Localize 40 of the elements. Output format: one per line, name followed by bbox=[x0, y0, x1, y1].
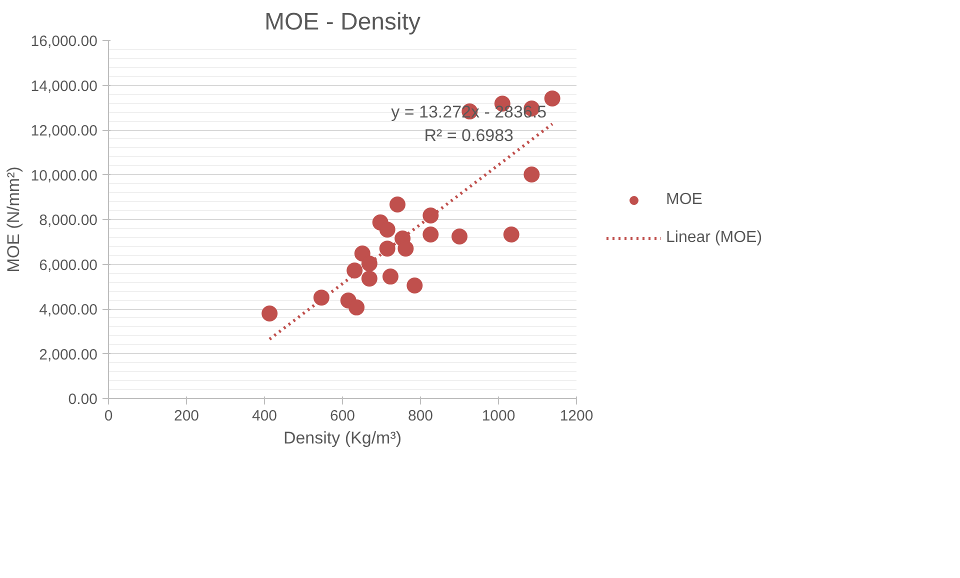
point bbox=[379, 222, 396, 238]
x-axis-title: Density (Kg/m³) bbox=[283, 428, 402, 448]
x-tick-label: 600 bbox=[330, 408, 356, 424]
y-tick-label: 6,000.00 bbox=[39, 256, 98, 274]
point bbox=[361, 256, 378, 272]
point bbox=[503, 226, 520, 242]
y-tick-label: 16,000.00 bbox=[30, 33, 98, 50]
y-tick-label: 0.00 bbox=[68, 391, 98, 408]
point bbox=[346, 262, 363, 278]
x-tick-label: 0 bbox=[104, 408, 113, 424]
x-tick-label: 200 bbox=[174, 408, 200, 424]
point bbox=[452, 228, 468, 244]
chart-title: MOE - Density bbox=[264, 8, 421, 36]
legend-label: Linear (MOE) bbox=[666, 229, 762, 247]
y-axis-title: MOE (N/mm²) bbox=[4, 166, 23, 272]
y-tick-label: 14,000.00 bbox=[30, 78, 98, 95]
point bbox=[422, 226, 439, 242]
y-tick-label: 12,000.00 bbox=[30, 122, 98, 140]
x-tick-label: 1200 bbox=[560, 408, 594, 424]
point bbox=[382, 268, 398, 285]
y-tick-label: 4,000.00 bbox=[39, 302, 98, 318]
point bbox=[389, 196, 406, 212]
point bbox=[348, 299, 365, 316]
legend-label: MOE bbox=[666, 191, 702, 209]
y-tick-label: 10,000.00 bbox=[30, 167, 98, 184]
x-tick-label: 1000 bbox=[482, 408, 516, 424]
point bbox=[524, 166, 540, 183]
annotation: R² = 0.6983 bbox=[424, 126, 514, 145]
point bbox=[361, 270, 378, 287]
x-tick-label: 400 bbox=[252, 408, 278, 424]
point bbox=[379, 240, 396, 257]
point bbox=[406, 278, 423, 294]
y-tick-label: 2,000.00 bbox=[39, 346, 98, 364]
point bbox=[313, 290, 330, 306]
point bbox=[544, 90, 560, 106]
point bbox=[398, 240, 414, 257]
x-tick-label: 800 bbox=[408, 408, 434, 424]
point bbox=[262, 305, 278, 322]
point bbox=[422, 207, 439, 224]
y-tick-label: 8,000.00 bbox=[39, 212, 98, 229]
